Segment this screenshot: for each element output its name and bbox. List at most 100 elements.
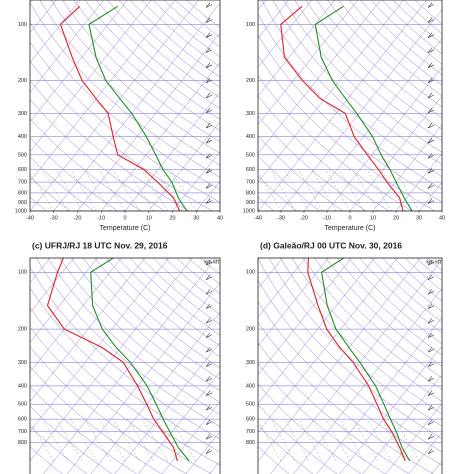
y-tick-label: 700 [18, 180, 27, 186]
dry-adiabat [404, 258, 442, 291]
mixing-ratio [30, 422, 54, 462]
profile-line [320, 258, 411, 462]
isotherm [161, 401, 220, 474]
mixing-ratio [127, 419, 154, 462]
y-tick-label: 400 [246, 134, 255, 140]
wind-barb [427, 318, 435, 324]
wind-barb [205, 107, 213, 114]
y-tick-label: 800 [246, 440, 255, 446]
y-tick-label: 500 [18, 152, 27, 158]
mixing-ratio [258, 171, 282, 211]
skewt-panel [30, 258, 220, 474]
wind-barb [427, 198, 435, 204]
mixing-ratio [353, 419, 378, 462]
dry-adiabat [325, 258, 442, 367]
wind-barb [427, 168, 435, 174]
profile-line [46, 258, 178, 462]
dry-adiabat [141, 0, 220, 68]
wind-barb [205, 448, 213, 455]
dry-adiabat [416, 258, 442, 281]
y-tick-label: 500 [18, 402, 27, 408]
isotherm [258, 258, 283, 289]
y-tick-label: 100 [18, 22, 27, 28]
wind-barb [205, 419, 213, 426]
y-tick-label: 600 [18, 167, 27, 173]
dry-adiabat [258, 342, 410, 474]
y-tick-label: 400 [246, 383, 255, 389]
mixing-ratio [284, 169, 309, 211]
isotherm [30, 258, 169, 432]
isotherm [16, 240, 205, 474]
isotherm [258, 258, 421, 462]
dry-adiabat [73, 0, 220, 131]
dry-adiabat [258, 363, 386, 474]
dry-adiabat [59, 258, 220, 403]
isotherm [124, 91, 220, 211]
dry-adiabat [258, 34, 442, 203]
dry-adiabat [258, 75, 413, 211]
x-tick-label: -30 [50, 215, 58, 221]
dry-adiabat [359, 258, 442, 334]
isotherm [30, 0, 57, 34]
mixing-ratio [170, 419, 197, 462]
mixing-ratio [394, 169, 420, 211]
y-tick-label: 400 [18, 134, 27, 140]
mixing-ratio [30, 173, 54, 211]
y-tick-label: 700 [246, 180, 255, 186]
dry-adiabat [39, 0, 220, 166]
isotherm [270, 259, 442, 474]
mixing-ratio [381, 419, 406, 462]
wind-barb [427, 289, 435, 295]
isotherm [339, 345, 442, 474]
dry-adiabat [94, 258, 220, 369]
mixing-ratio [155, 419, 183, 462]
wind-barb [427, 405, 435, 411]
dry-adiabat [280, 258, 442, 414]
y-tick-label: 800 [18, 190, 27, 196]
wind-barb [427, 347, 435, 353]
isotherm [362, 374, 442, 474]
dry-adiabat [348, 258, 442, 345]
y-tick-label: 200 [246, 327, 255, 333]
isotherm [258, 0, 382, 154]
isotherm [30, 258, 146, 403]
dry-adiabat [30, 196, 47, 211]
y-tick-label: 300 [18, 360, 27, 366]
wind-barb [427, 17, 435, 23]
isotherm [258, 0, 290, 39]
wind-barb [427, 77, 435, 84]
isotherm [293, 288, 442, 474]
dry-adiabat [36, 258, 220, 427]
y-tick-label: 700 [18, 429, 27, 435]
wind-barb [205, 2, 213, 8]
y-tick-label: 200 [18, 327, 27, 333]
x-axis-label: Temperature (C) [325, 225, 376, 232]
wind-barb [205, 47, 213, 54]
dry-adiabat [258, 383, 362, 474]
dry-adiabat [258, 155, 321, 211]
x-tick-label: -30 [277, 215, 285, 221]
dry-adiabat [258, 175, 298, 211]
wind-barb [205, 303, 213, 310]
isotherm [258, 0, 428, 211]
mixing-ratio [141, 169, 168, 211]
wind-barb [205, 62, 213, 69]
y-tick-label: 600 [246, 417, 255, 423]
dry-adiabat [106, 258, 220, 358]
wind-barb [427, 303, 435, 310]
mixing-ratio [353, 169, 378, 211]
x-tick-label: 20 [393, 215, 399, 221]
mixing-ratio [339, 419, 364, 462]
dry-adiabat [258, 95, 390, 211]
dry-adiabat [258, 321, 434, 474]
dry-adiabat [30, 60, 214, 211]
x-tick-label: 30 [193, 215, 199, 221]
isotherm [258, 258, 329, 347]
dry-adiabat [30, 267, 220, 440]
panel-title: (c) UFRJ/RJ 18 UTC Nov. 29, 2016 [32, 240, 168, 250]
dry-adiabat [117, 258, 220, 347]
y-tick-label: 800 [246, 190, 255, 196]
y-tick-label: 200 [18, 78, 27, 84]
dry-adiabat [141, 258, 220, 325]
wind-barb [205, 92, 213, 99]
